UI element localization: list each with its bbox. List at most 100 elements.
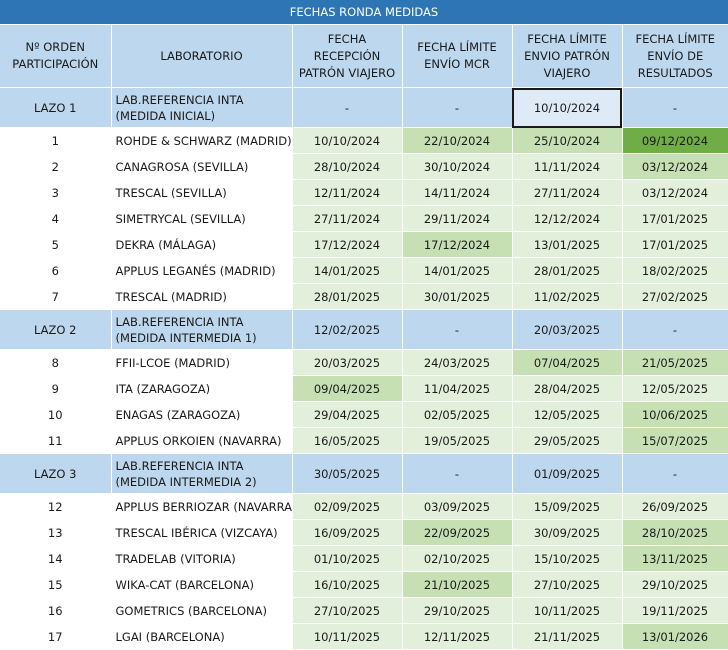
date-envio-patron: 01/09/2025 bbox=[512, 453, 623, 494]
date-envio-mcr: 14/11/2024 bbox=[402, 179, 513, 206]
table-row: 10 ENAGAS (ZARAGOZA) 29/04/2025 02/05/20… bbox=[0, 401, 728, 428]
orden-number: 12 bbox=[0, 493, 112, 520]
date-envio-mcr: 03/09/2025 bbox=[402, 493, 513, 520]
date-envio-patron: 11/02/2025 bbox=[512, 283, 623, 310]
lab-name: APPLUS BERRIOZAR (NAVARRA) bbox=[111, 493, 293, 520]
lab-name: CANAGROSA (SEVILLA) bbox=[111, 153, 293, 180]
date-envio-mcr: 12/11/2025 bbox=[402, 623, 513, 650]
date-envio-resultados: 09/12/2024 bbox=[622, 127, 728, 154]
lab-name: LAB.REFERENCIA INTA (MEDIDA INTERMEDIA 1… bbox=[111, 309, 293, 350]
date-envio-patron: 12/05/2025 bbox=[512, 401, 623, 428]
table-row: 16 GOMETRICS (BARCELONA) 27/10/2025 29/1… bbox=[0, 597, 728, 624]
table-row: 6 APPLUS LEGANÉS (MADRID) 14/01/2025 14/… bbox=[0, 257, 728, 284]
lazo-row: LAZO 2 LAB.REFERENCIA INTA (MEDIDA INTER… bbox=[0, 309, 728, 350]
orden-number: 15 bbox=[0, 571, 112, 598]
date-recepcion: 14/01/2025 bbox=[292, 257, 403, 284]
date-envio-patron: 27/11/2024 bbox=[512, 179, 623, 206]
date-envio-resultados: 27/02/2025 bbox=[622, 283, 728, 310]
date-envio-mcr: - bbox=[402, 87, 513, 128]
lazo-label: LAZO 2 bbox=[0, 309, 112, 350]
date-envio-mcr: 21/10/2025 bbox=[402, 571, 513, 598]
date-envio-mcr: - bbox=[402, 309, 513, 350]
date-envio-mcr: 11/04/2025 bbox=[402, 375, 513, 402]
orden-number: 8 bbox=[0, 349, 112, 376]
date-envio-patron: 30/09/2025 bbox=[512, 519, 623, 546]
date-envio-mcr: 22/10/2024 bbox=[402, 127, 513, 154]
table-row: 9 ITA (ZARAGOZA) 09/04/2025 11/04/2025 2… bbox=[0, 375, 728, 402]
table-row: 17 LGAI (BARCELONA) 10/11/2025 12/11/202… bbox=[0, 623, 728, 650]
table-row: 15 WIKA-CAT (BARCELONA) 16/10/2025 21/10… bbox=[0, 571, 728, 598]
lazo-row: LAZO 3 LAB.REFERENCIA INTA (MEDIDA INTER… bbox=[0, 453, 728, 494]
date-envio-patron: 13/01/2025 bbox=[512, 231, 623, 258]
date-recepcion: 16/05/2025 bbox=[292, 427, 403, 454]
date-envio-patron: 29/05/2025 bbox=[512, 427, 623, 454]
date-envio-patron: 15/10/2025 bbox=[512, 545, 623, 572]
orden-number: 6 bbox=[0, 257, 112, 284]
date-envio-mcr: 29/10/2025 bbox=[402, 597, 513, 624]
table-row: 4 SIMETRYCAL (SEVILLA) 27/11/2024 29/11/… bbox=[0, 205, 728, 232]
lab-name: ENAGAS (ZARAGOZA) bbox=[111, 401, 293, 428]
date-envio-mcr: 24/03/2025 bbox=[402, 349, 513, 376]
date-envio-resultados: 21/05/2025 bbox=[622, 349, 728, 376]
date-recepcion: 28/01/2025 bbox=[292, 283, 403, 310]
orden-number: 3 bbox=[0, 179, 112, 206]
date-envio-mcr: 17/12/2024 bbox=[402, 231, 513, 258]
date-envio-resultados: 13/01/2026 bbox=[622, 623, 728, 650]
date-recepcion: 09/04/2025 bbox=[292, 375, 403, 402]
title-row: FECHAS RONDA MEDIDAS bbox=[0, 0, 728, 25]
lab-name: ROHDE & SCHWARZ (MADRID) bbox=[111, 127, 293, 154]
date-envio-mcr: 02/05/2025 bbox=[402, 401, 513, 428]
lab-name: APPLUS ORKOIEN (NAVARRA) bbox=[111, 427, 293, 454]
date-envio-patron: 20/03/2025 bbox=[512, 309, 623, 350]
table-row: 13 TRESCAL IBÉRICA (VIZCAYA) 16/09/2025 … bbox=[0, 519, 728, 546]
orden-number: 1 bbox=[0, 127, 112, 154]
table-row: 5 DEKRA (MÁLAGA) 17/12/2024 17/12/2024 1… bbox=[0, 231, 728, 258]
date-envio-resultados: 28/10/2025 bbox=[622, 519, 728, 546]
date-recepcion: 12/11/2024 bbox=[292, 179, 403, 206]
date-recepcion: 02/09/2025 bbox=[292, 493, 403, 520]
orden-number: 5 bbox=[0, 231, 112, 258]
lab-name: LGAI (BARCELONA) bbox=[111, 623, 293, 650]
lab-name: APPLUS LEGANÉS (MADRID) bbox=[111, 257, 293, 284]
date-recepcion: 28/10/2024 bbox=[292, 153, 403, 180]
date-envio-resultados: 03/12/2024 bbox=[622, 153, 728, 180]
header-orden: Nº ORDEN PARTICIPACIÓN bbox=[0, 24, 112, 88]
orden-number: 7 bbox=[0, 283, 112, 310]
orden-number: 2 bbox=[0, 153, 112, 180]
date-envio-mcr: 29/11/2024 bbox=[402, 205, 513, 232]
lab-name: SIMETRYCAL (SEVILLA) bbox=[111, 205, 293, 232]
date-envio-resultados: 18/02/2025 bbox=[622, 257, 728, 284]
header-envio-mcr: FECHA LÍMITE ENVÍO MCR bbox=[402, 24, 513, 88]
lab-name: WIKA-CAT (BARCELONA) bbox=[111, 571, 293, 598]
date-envio-patron: 28/04/2025 bbox=[512, 375, 623, 402]
table-row: 2 CANAGROSA (SEVILLA) 28/10/2024 30/10/2… bbox=[0, 153, 728, 180]
lab-name: TRESCAL IBÉRICA (VIZCAYA) bbox=[111, 519, 293, 546]
lazo-row: LAZO 1 LAB.REFERENCIA INTA (MEDIDA INICI… bbox=[0, 87, 728, 128]
table-row: 11 APPLUS ORKOIEN (NAVARRA) 16/05/2025 1… bbox=[0, 427, 728, 454]
date-envio-patron: 07/04/2025 bbox=[512, 349, 623, 376]
date-envio-resultados: 19/11/2025 bbox=[622, 597, 728, 624]
date-envio-resultados: 26/09/2025 bbox=[622, 493, 728, 520]
date-envio-mcr: 19/05/2025 bbox=[402, 427, 513, 454]
date-recepcion: - bbox=[292, 87, 403, 128]
date-envio-resultados: - bbox=[622, 87, 728, 128]
lazo-label: LAZO 1 bbox=[0, 87, 112, 128]
date-envio-resultados: 10/06/2025 bbox=[622, 401, 728, 428]
date-recepcion: 20/03/2025 bbox=[292, 349, 403, 376]
orden-number: 17 bbox=[0, 623, 112, 650]
lab-name: ITA (ZARAGOZA) bbox=[111, 375, 293, 402]
date-envio-patron: 11/11/2024 bbox=[512, 153, 623, 180]
date-envio-mcr: 30/10/2024 bbox=[402, 153, 513, 180]
date-recepcion: 27/10/2025 bbox=[292, 597, 403, 624]
date-envio-patron: 12/12/2024 bbox=[512, 205, 623, 232]
date-recepcion: 16/09/2025 bbox=[292, 519, 403, 546]
lab-name: TRESCAL (SEVILLA) bbox=[111, 179, 293, 206]
date-envio-resultados: - bbox=[622, 453, 728, 494]
date-recepcion: 30/05/2025 bbox=[292, 453, 403, 494]
date-recepcion: 29/04/2025 bbox=[292, 401, 403, 428]
selected-cell[interactable]: 10/10/2024 bbox=[512, 87, 623, 128]
date-envio-resultados: 29/10/2025 bbox=[622, 571, 728, 598]
date-envio-patron: 21/11/2025 bbox=[512, 623, 623, 650]
lab-name: GOMETRICS (BARCELONA) bbox=[111, 597, 293, 624]
